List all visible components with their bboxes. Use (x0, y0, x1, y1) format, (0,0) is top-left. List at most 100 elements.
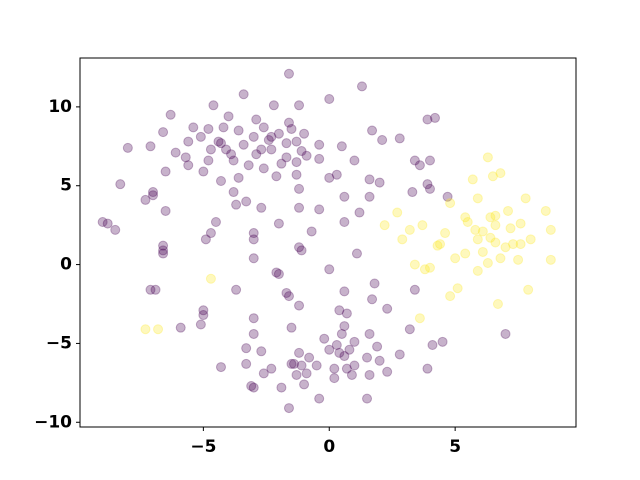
point (228, 155, 239, 166)
point (437, 336, 448, 347)
point (419, 264, 430, 275)
x-tick-label: 0 (323, 437, 335, 457)
point (487, 171, 498, 182)
point (251, 149, 262, 160)
point (422, 179, 433, 190)
point (256, 202, 267, 213)
point (226, 149, 237, 160)
point (324, 264, 335, 275)
point (424, 155, 435, 166)
point (394, 133, 405, 144)
point (339, 321, 350, 332)
point (195, 131, 206, 142)
point (286, 322, 297, 333)
point (195, 319, 206, 330)
point (283, 68, 294, 79)
point (356, 81, 367, 92)
point (349, 336, 360, 347)
point (158, 127, 169, 138)
plot-frame (79, 57, 577, 428)
point (294, 100, 305, 111)
point (271, 171, 282, 182)
point (258, 122, 269, 133)
point (482, 258, 493, 268)
point (485, 212, 496, 223)
point (198, 310, 209, 321)
point (472, 265, 483, 276)
point (314, 139, 325, 150)
point (299, 379, 310, 390)
point (404, 324, 415, 335)
point (339, 351, 350, 362)
point (460, 212, 471, 223)
point (248, 328, 259, 339)
point (329, 363, 340, 374)
point (283, 403, 294, 414)
point (331, 169, 342, 180)
point (442, 191, 453, 202)
point (367, 125, 378, 136)
point (233, 125, 244, 136)
point (324, 344, 335, 355)
point (243, 160, 254, 171)
point (276, 158, 287, 169)
point (374, 177, 385, 188)
point (271, 267, 282, 278)
point (477, 226, 488, 237)
point (490, 220, 501, 231)
point (268, 100, 279, 111)
point (291, 157, 302, 168)
point (200, 234, 211, 245)
y-tick-label: 10 (48, 97, 72, 117)
point (417, 220, 428, 231)
point (367, 294, 378, 305)
point (281, 138, 292, 149)
point (440, 228, 451, 239)
point (525, 234, 536, 245)
point (314, 153, 325, 164)
point (170, 147, 181, 158)
point (273, 128, 284, 139)
point (203, 123, 214, 134)
point (228, 187, 239, 198)
point (414, 313, 425, 324)
point (294, 300, 305, 311)
point (545, 224, 556, 235)
point (351, 248, 362, 259)
point (470, 224, 481, 235)
point (362, 393, 373, 404)
point (334, 305, 345, 316)
point (490, 237, 501, 248)
point (221, 144, 232, 155)
point (296, 360, 307, 371)
point (258, 163, 269, 174)
y-tick-label: 0 (60, 255, 72, 275)
point (160, 166, 171, 177)
point (150, 284, 161, 295)
point (339, 286, 350, 297)
point (341, 308, 352, 319)
point (231, 284, 242, 295)
point (283, 291, 294, 302)
point (248, 234, 259, 245)
point (296, 245, 307, 256)
point (283, 117, 294, 128)
point (294, 202, 305, 213)
point (248, 313, 259, 324)
point (324, 172, 335, 183)
x-tick-label: −5 (190, 437, 216, 457)
point (301, 150, 312, 161)
point (500, 328, 511, 339)
point (205, 228, 216, 239)
point (299, 128, 310, 139)
point (492, 299, 503, 309)
marks (97, 68, 556, 414)
point (482, 152, 493, 163)
point (294, 242, 305, 253)
point (215, 176, 226, 186)
point (140, 194, 151, 205)
point (241, 196, 252, 207)
point (349, 360, 360, 371)
